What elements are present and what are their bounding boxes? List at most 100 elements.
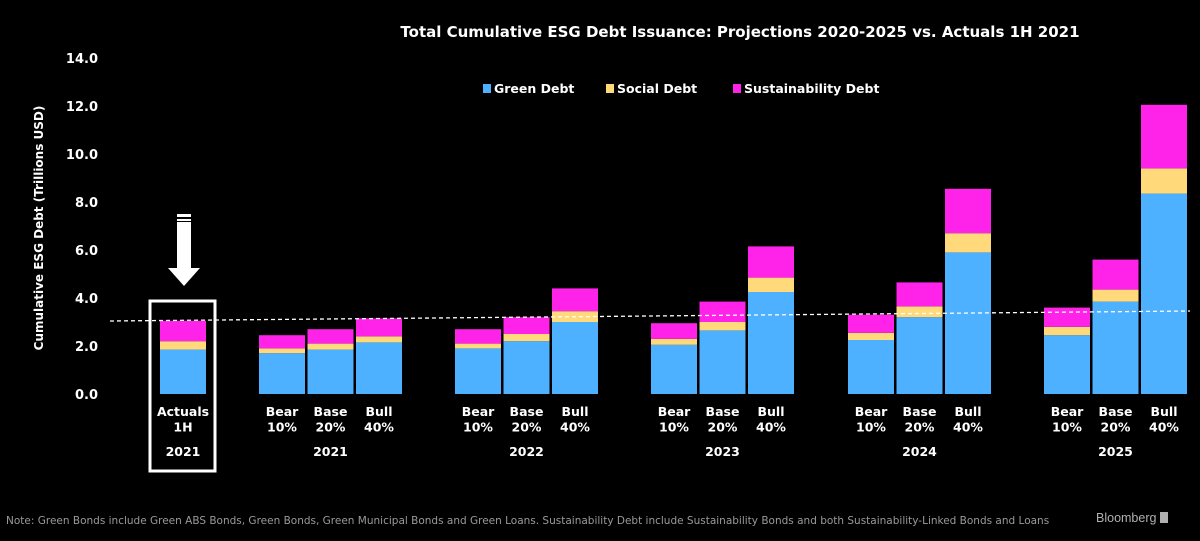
category-label: Base (510, 404, 544, 419)
group-label: 2025 (1098, 444, 1133, 459)
bar-segment-social (455, 343, 501, 349)
category-label: 20% (1101, 420, 1131, 435)
arrow-shaft (177, 222, 191, 270)
category-label: 40% (756, 420, 786, 435)
bar-segment-green (748, 292, 794, 394)
category-label: Bear (266, 404, 299, 419)
category-label: Bear (1051, 404, 1084, 419)
legend: Green Debt Social Debt Sustainability Debt (483, 81, 879, 96)
group-label: 2021 (313, 444, 348, 459)
bar-segment-sustainability (552, 288, 598, 312)
bar-segment-social (160, 341, 206, 350)
bar-segment-social (896, 306, 943, 318)
category-label: 10% (1052, 420, 1082, 435)
bar-segment-green (945, 252, 991, 394)
bar-segment-social (503, 334, 550, 342)
category-label: Bull (955, 404, 982, 419)
bar-segment-sustainability (945, 188, 991, 234)
bar-segment-social (651, 338, 697, 345)
bar-segment-sustainability (748, 246, 794, 278)
category-label: 40% (364, 420, 394, 435)
category-label: 20% (512, 420, 542, 435)
bar-segment-sustainability (1044, 307, 1090, 327)
y-axis-ticks: 0.0 2.0 4.0 6.0 8.0 10.0 12.0 14.0 (66, 52, 98, 403)
bar-segment-green (356, 342, 402, 394)
legend-swatch-social (606, 84, 614, 93)
y-tick-label: 12.0 (66, 100, 98, 115)
y-axis-label: Cumulative ESG Debt (Trillions USD) (32, 106, 46, 351)
bar-segment-sustainability (307, 329, 354, 344)
bar-segment-green (1044, 335, 1090, 394)
footnote: Note: Green Bonds include Green ABS Bond… (6, 515, 1050, 527)
y-tick-label: 4.0 (75, 292, 98, 307)
group-label: 2023 (705, 444, 740, 459)
highlight-box (148, 299, 217, 473)
legend-label-green: Green Debt (494, 81, 574, 96)
legend-label-social: Social Debt (617, 81, 697, 96)
bar-segment-green (1141, 193, 1187, 394)
bars (160, 104, 1187, 394)
category-label: Bull (758, 404, 785, 419)
reference-dashed-line (109, 310, 1191, 322)
category-label: Bear (462, 404, 495, 419)
category-label: Base (314, 404, 348, 419)
category-label: 10% (659, 420, 689, 435)
bloomberg-logo-icon (1160, 512, 1169, 523)
bar-segment-sustainability (699, 301, 746, 322)
category-label: 20% (905, 420, 935, 435)
legend-swatch-green (483, 84, 491, 93)
source-brand: Bloomberg (1096, 511, 1169, 525)
bar-segment-sustainability (1092, 259, 1139, 290)
brand-text: Bloomberg (1096, 511, 1157, 525)
y-tick-label: 6.0 (75, 244, 98, 259)
category-label: 1H (173, 420, 192, 435)
bar-segment-green (160, 349, 206, 394)
bar-segment-green (1092, 301, 1139, 394)
group-label: 2022 (509, 444, 544, 459)
chart-title: Total Cumulative ESG Debt Issuance: Proj… (400, 23, 1079, 41)
bar-segment-sustainability (651, 323, 697, 339)
category-label: Base (1099, 404, 1133, 419)
category-labels: Actuals1H2021Bear10%Base20%Bull40%2021Be… (157, 404, 1179, 459)
bar-segment-sustainability (160, 320, 206, 342)
y-tick-label: 2.0 (75, 340, 98, 355)
bar-segment-green (699, 330, 746, 394)
category-label: 40% (953, 420, 983, 435)
category-label: Actuals (157, 404, 209, 419)
bar-segment-social (848, 332, 894, 340)
bar-segment-social (1141, 168, 1187, 194)
bar-segment-social (259, 348, 305, 354)
category-label: Base (706, 404, 740, 419)
category-label: 10% (267, 420, 297, 435)
bar-segment-social (1092, 289, 1139, 302)
bar-segment-green (455, 348, 501, 394)
bar-segment-green (651, 344, 697, 394)
bar-segment-social (307, 343, 354, 350)
y-tick-label: 10.0 (66, 148, 98, 163)
bar-segment-social (356, 336, 402, 343)
bar-segment-sustainability (356, 318, 402, 337)
arrow-cap (177, 219, 191, 221)
category-label: 20% (708, 420, 738, 435)
category-label: 40% (560, 420, 590, 435)
category-label: Bear (855, 404, 888, 419)
bar-segment-social (945, 233, 991, 253)
down-arrow-icon (168, 268, 200, 286)
category-label: Bull (562, 404, 589, 419)
bar-segment-social (699, 322, 746, 331)
arrow-cap (177, 214, 191, 217)
bar-segment-sustainability (259, 335, 305, 349)
bar-segment-sustainability (1141, 104, 1187, 169)
bar-segment-sustainability (896, 282, 943, 307)
group-label: 2024 (902, 444, 937, 459)
category-label: Bull (1151, 404, 1178, 419)
category-label: 10% (856, 420, 886, 435)
bar-segment-social (1044, 326, 1090, 336)
bar-segment-sustainability (455, 329, 501, 344)
category-label: Bear (658, 404, 691, 419)
bar-segment-green (259, 353, 305, 394)
category-label: Base (903, 404, 937, 419)
y-tick-label: 0.0 (75, 388, 98, 403)
group-label: 2021 (166, 444, 201, 459)
bar-segment-sustainability (503, 317, 550, 334)
